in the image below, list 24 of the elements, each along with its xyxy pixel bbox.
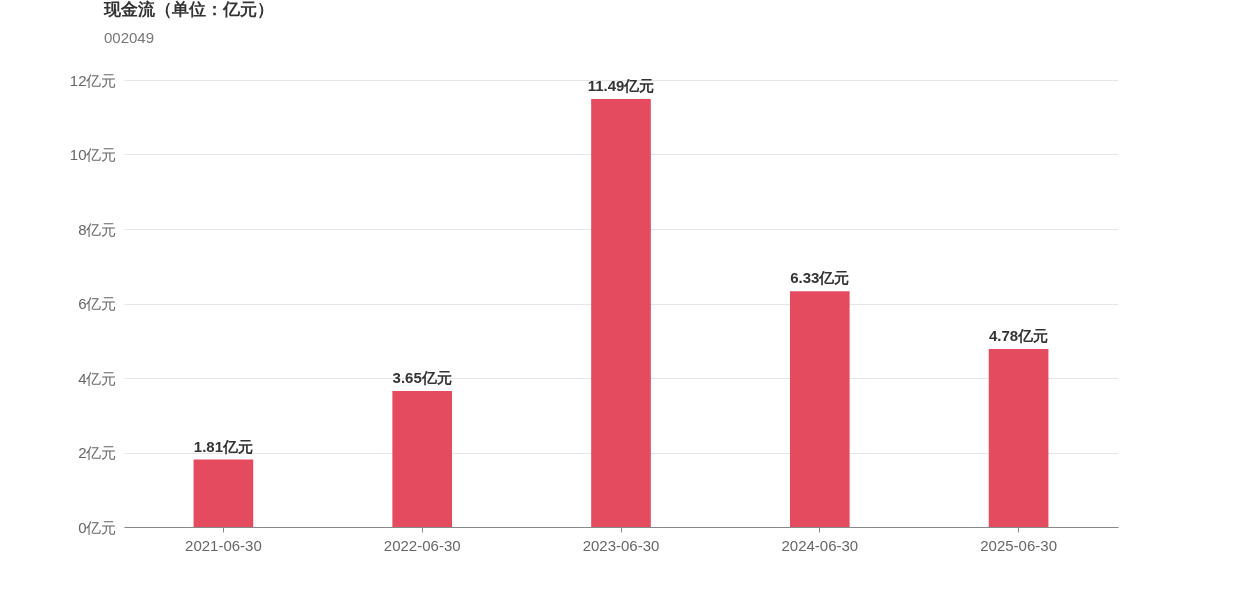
y-tick-label: 4亿元 [78, 369, 117, 387]
data-label: 3.65亿元 [392, 369, 452, 387]
chart-subtitle: 002049 [104, 29, 155, 46]
y-tick-label: 8亿元 [78, 220, 117, 238]
y-tick-label: 2亿元 [78, 444, 117, 461]
chart-title: 现金流（单位：亿元） [103, 0, 274, 19]
y-tick-label: 12亿元 [69, 71, 117, 89]
bar [591, 99, 651, 527]
y-tick-label: 6亿元 [78, 295, 117, 312]
y-tick-label: 0亿元 [78, 518, 117, 536]
data-label: 4.78亿元 [989, 326, 1049, 344]
data-label: 1.81亿元 [193, 437, 253, 455]
bar [988, 348, 1049, 527]
x-tick-label: 2022-06-30 [383, 536, 461, 554]
y-tick-label: 10亿元 [69, 146, 117, 163]
x-tick-label: 2025-06-30 [980, 536, 1057, 554]
bar [193, 459, 254, 527]
data-label: 6.33亿元 [790, 269, 850, 287]
data-label: 11.49亿元 [587, 77, 655, 94]
x-tick-label: 2024-06-30 [781, 536, 859, 554]
x-tick-label: 2023-06-30 [582, 536, 660, 554]
bar [392, 391, 453, 527]
bar [789, 291, 850, 527]
x-tick-label: 2021-06-30 [185, 536, 262, 554]
